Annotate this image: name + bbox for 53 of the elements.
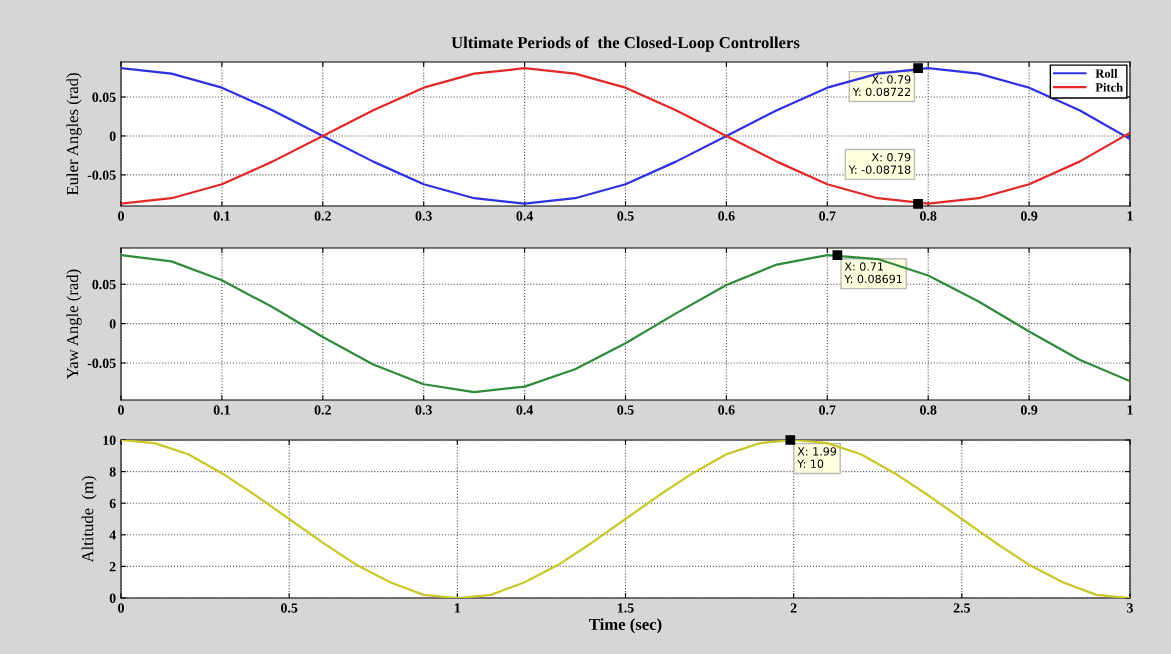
annotation: X: 0.79 Y: -0.08718 (848, 153, 911, 174)
x-tick-label: 0.4 (516, 211, 534, 221)
x-tick-label: 0.6 (718, 405, 735, 415)
y-tick-label: 4 (109, 530, 116, 540)
x-tick-label: 0.1 (213, 211, 230, 221)
y-axis-title: Euler Angles (rad) (66, 73, 82, 196)
annotation: X: 1.99 Y: 10 (797, 447, 837, 468)
x-tick-label: 0.5 (617, 211, 634, 221)
y-tick-label: 6 (109, 498, 116, 509)
x-tick-label: 0 (118, 211, 124, 221)
x-tick-label: 0.3 (415, 405, 432, 415)
legend-label: Pitch (1095, 82, 1123, 92)
annotation: X: 0.71 Y: 0.08691 (844, 262, 902, 284)
x-tick-label: 0.8 (920, 211, 937, 221)
x-tick-label: 3 (1127, 603, 1133, 613)
chart-title: Ultimate Periods of the Closed-Loop Controllers (451, 36, 800, 52)
y-tick-label: 10 (103, 435, 116, 445)
y-tick-label: 0 (109, 593, 116, 603)
x-tick-label: 0.9 (1020, 405, 1038, 415)
x-tick-label: 1 (454, 603, 461, 613)
y-axis-title: Yaw Angle (rad) (66, 269, 82, 379)
legend-label: Roll (1095, 68, 1118, 78)
y-tick-label: 0.05 (92, 279, 116, 290)
line-series (121, 253, 1130, 394)
x-tick-label: 0 (118, 405, 124, 415)
y-tick-label: -0.05 (87, 358, 116, 368)
x-tick-label: 0.2 (314, 405, 331, 415)
y-tick-label: 2 (109, 562, 116, 572)
y-tick-label: -0.05 (87, 170, 116, 180)
x-tick-label: 1 (1127, 405, 1133, 415)
x-tick-label: 0.6 (718, 211, 735, 221)
x-tick-label: 0.7 (819, 405, 836, 415)
annotation: X: 0.79 Y: 0.08722 (852, 75, 911, 97)
x-tick-label: 0.5 (281, 603, 298, 613)
x-tick-label: 0.7 (819, 211, 836, 221)
x-tick-label: 0.8 (920, 405, 937, 415)
x-tick-label: 1.5 (617, 603, 634, 613)
x-tick-label: 0.3 (415, 211, 432, 221)
x-tick-label: 2.5 (953, 603, 971, 613)
y-tick-label: 8 (109, 467, 116, 477)
y-tick-label: 0.05 (92, 92, 116, 103)
x-tick-label: 0.5 (617, 405, 634, 415)
x-tick-label: 2 (790, 603, 797, 613)
x-tick-label: 0.4 (516, 405, 534, 415)
y-tick-label: 0 (109, 131, 116, 141)
x-tick-label: 0.2 (314, 211, 331, 221)
y-axis-title: Altitude (m) (81, 476, 97, 563)
x-tick-label: 0.9 (1020, 211, 1038, 221)
x-tick-label: 0 (118, 603, 124, 613)
y-tick-label: 0 (109, 319, 116, 329)
x-tick-label: 1 (1127, 211, 1133, 221)
x-axis-title: Time (sec) (589, 618, 662, 634)
x-tick-label: 0.1 (213, 405, 230, 415)
